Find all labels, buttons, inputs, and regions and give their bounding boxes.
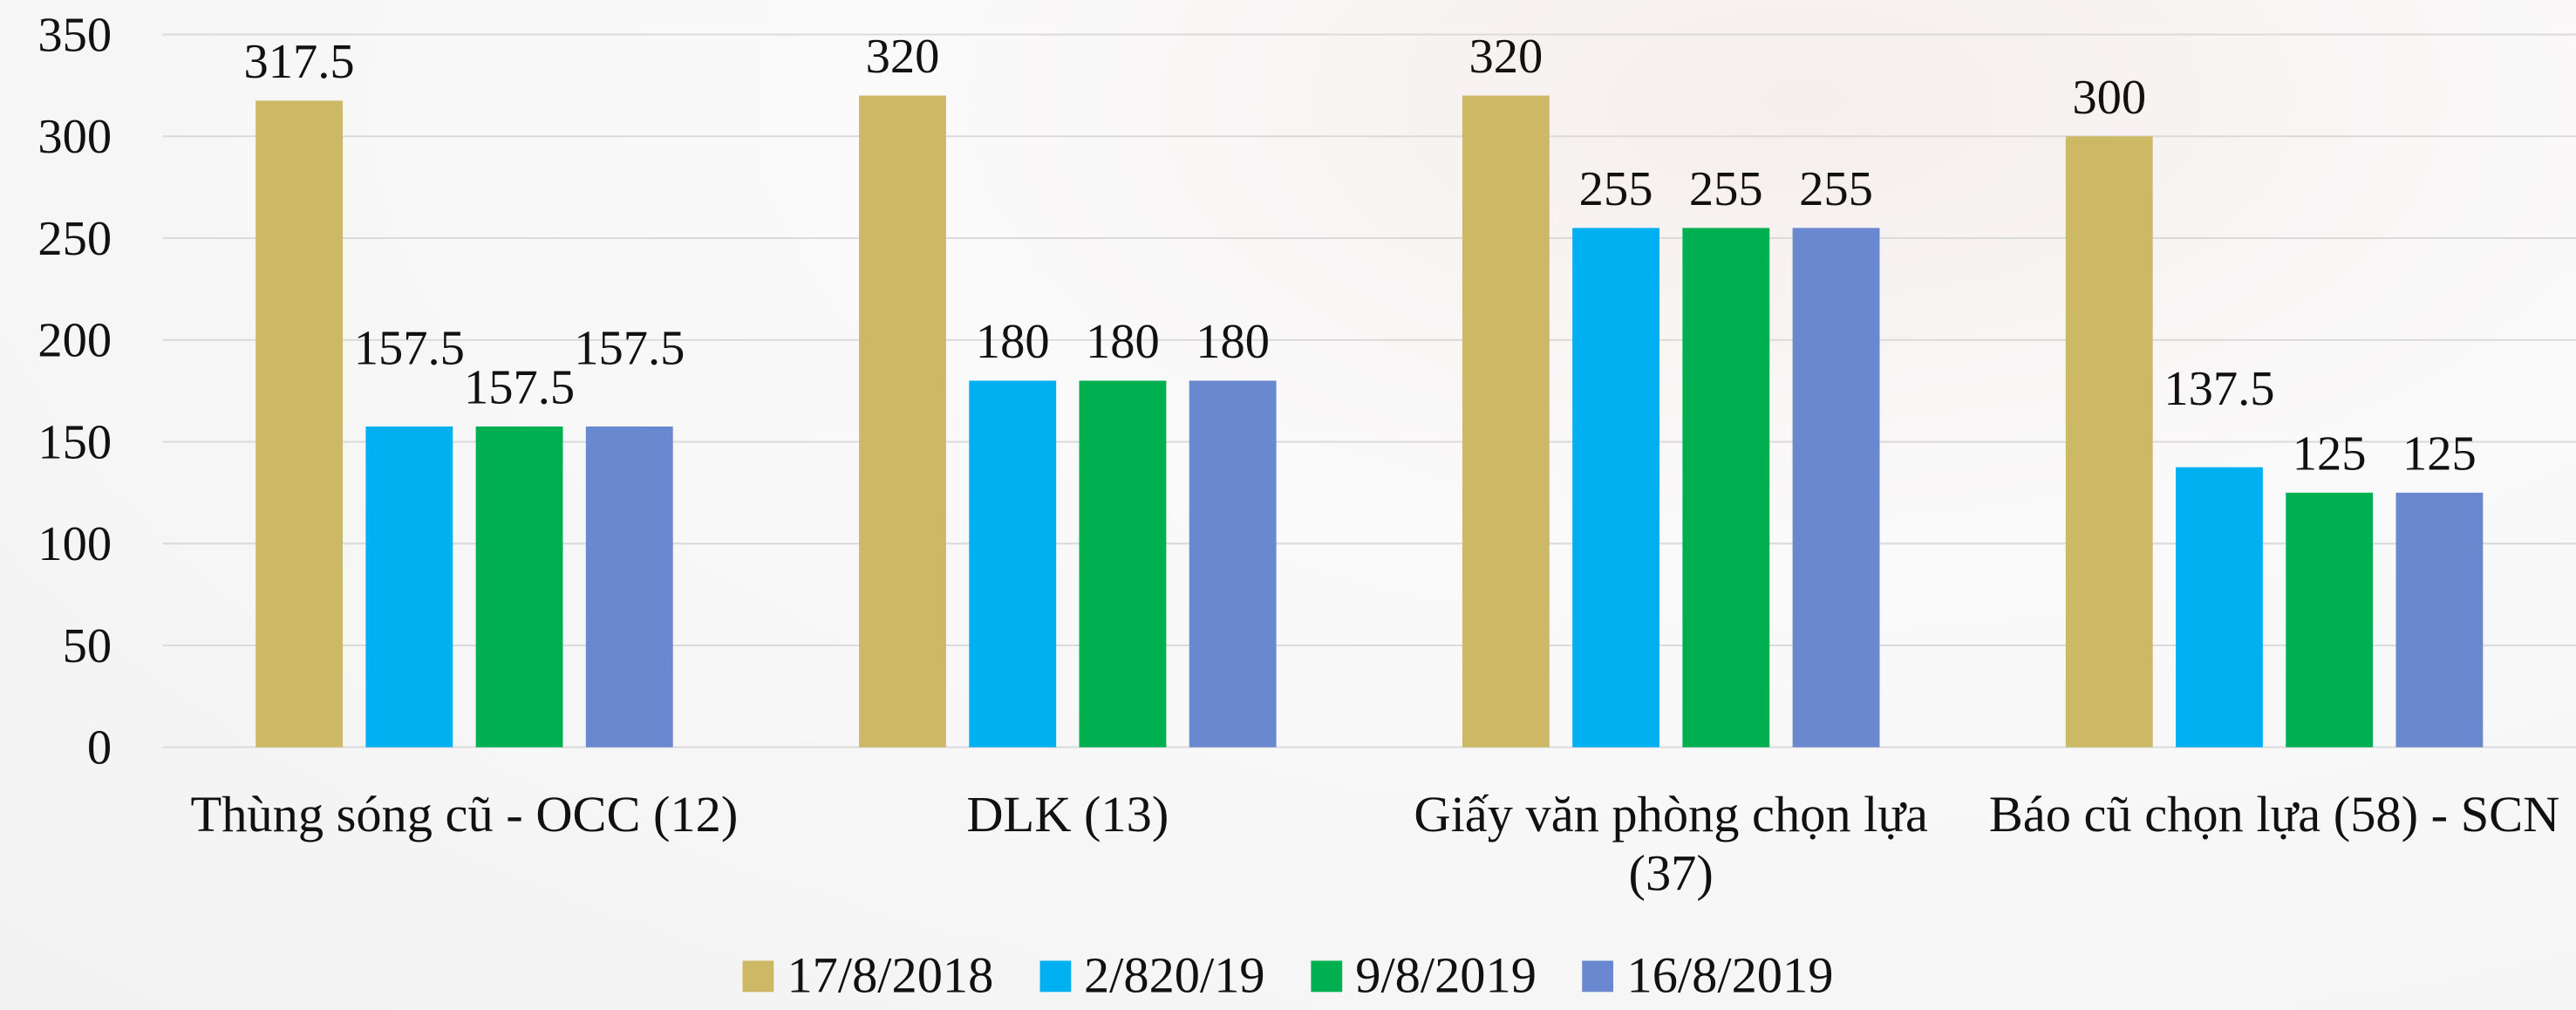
legend-item: 16/8/2019 [1582,945,1834,1006]
bar [1462,95,1550,747]
bar [1682,228,1770,747]
legend-item: 9/8/2019 [1311,946,1537,1006]
y-tick-label: 0 [87,721,112,775]
data-label: 300 [2072,71,2146,125]
bar [859,95,946,747]
data-label: 125 [2293,427,2367,481]
data-label: 320 [866,30,940,84]
legend-swatch [1582,959,1614,992]
data-label: 255 [1579,162,1653,216]
bar [1189,380,1277,747]
bar [1572,228,1660,747]
data-label: 157.5 [574,321,685,375]
y-tick-label: 300 [37,110,112,164]
legend-swatch [742,959,774,992]
data-label: 137.5 [2164,362,2274,416]
y-tick-label: 200 [37,314,112,368]
bar [365,426,453,747]
x-tick-label: Giấy văn phòng chọn lựa (37) [1414,785,1928,902]
y-tick-label: 250 [37,212,112,266]
data-label: 320 [1469,30,1543,84]
x-tick-label: DLK (13) [966,785,1169,843]
legend-swatch [1039,959,1071,992]
data-label: 255 [1799,162,1873,216]
legend-label: 2/820/19 [1083,945,1265,1004]
legend-swatch [1311,959,1343,992]
bar [2286,492,2374,747]
y-tick-label: 350 [37,8,112,62]
data-label: 317.5 [244,35,355,89]
bar [2176,467,2263,747]
legend-item: 2/820/19 [1039,946,1265,1006]
x-tick-label: Báo cũ chọn lựa (58) - SCN [1988,785,2560,843]
bar [256,100,344,747]
bar [475,426,563,747]
bar [2395,492,2484,747]
data-label: 157.5 [354,321,465,375]
legend-label: 17/8/2018 [787,945,994,1004]
bar [585,426,673,747]
y-tick-label: 150 [37,415,112,469]
bar [1079,380,1167,747]
legend-label: 16/8/2019 [1626,945,1834,1004]
legend-label: 9/8/2019 [1355,945,1537,1004]
y-tick-label: 50 [63,619,112,673]
data-label: 180 [976,315,1050,369]
data-label: 157.5 [464,361,575,415]
legend-item: 17/8/2018 [742,945,994,1006]
data-label: 180 [1196,315,1270,369]
legend: 17/8/2018 2/820/19 9/8/2019 16/8/2019 [0,946,2576,1006]
data-label: 180 [1086,315,1160,369]
bar [2065,136,2153,747]
data-label: 255 [1689,162,1763,216]
bar [969,380,1057,747]
bar [1792,228,1880,747]
x-tick-label: Thùng sóng cũ - OCC (12) [190,785,739,843]
data-label: 125 [2402,427,2477,481]
y-tick-label: 100 [37,517,112,571]
